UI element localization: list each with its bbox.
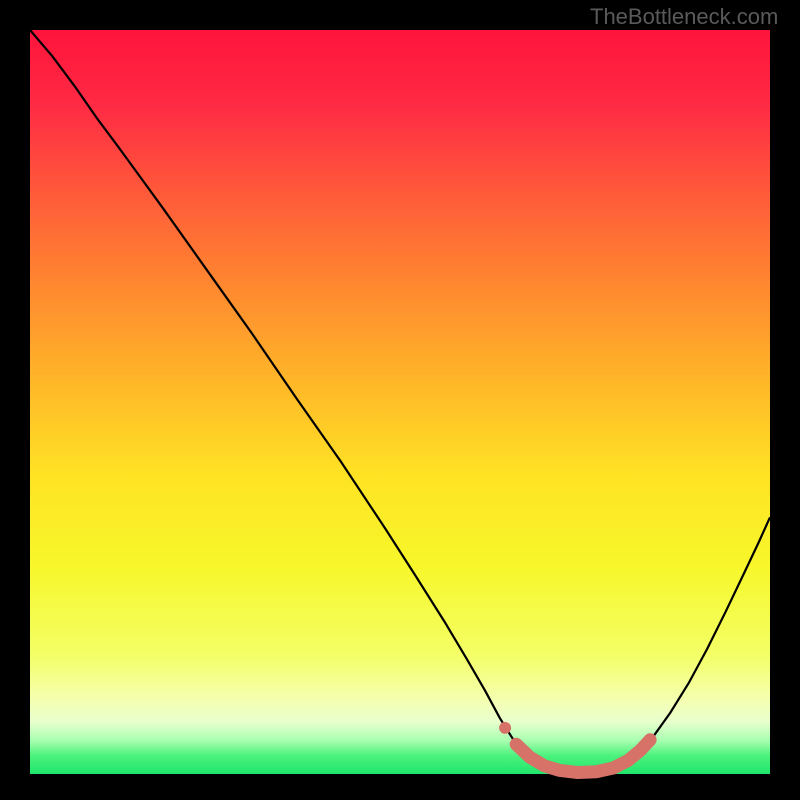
watermark-text: TheBottleneck.com [590,4,778,30]
frame-left [0,0,30,800]
frame-bottom [0,774,800,800]
chart-gradient-background [30,30,770,774]
frame-right [770,0,800,800]
